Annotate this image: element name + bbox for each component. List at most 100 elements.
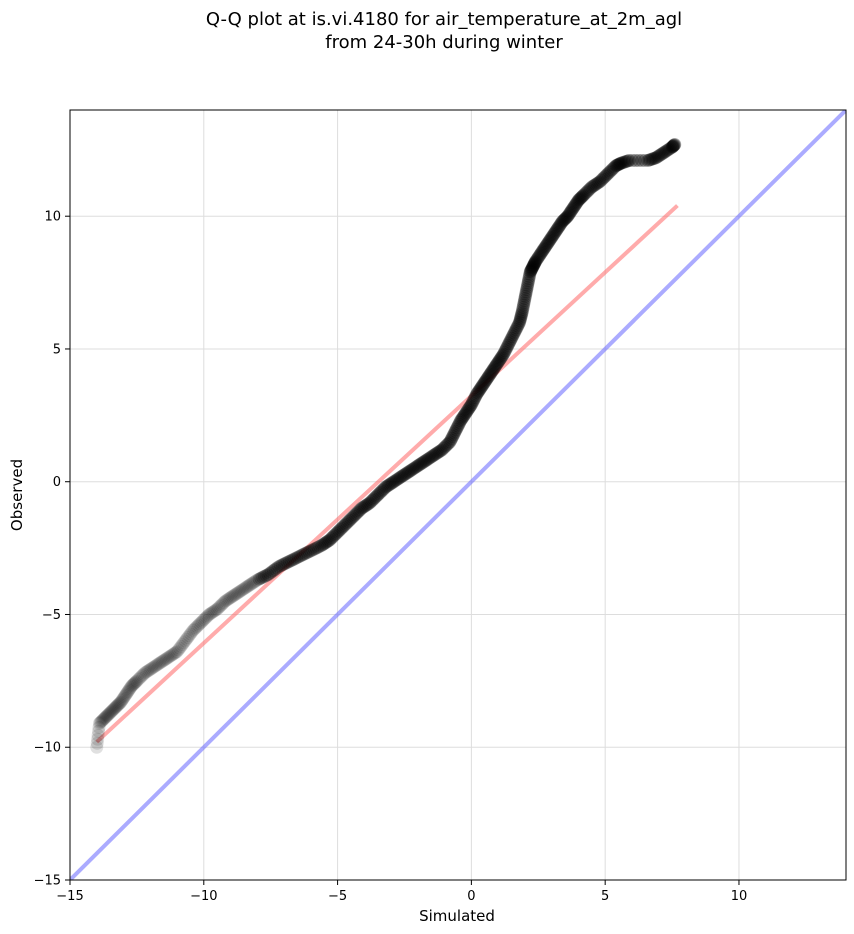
quantile-point (543, 233, 557, 247)
quantile-point (319, 536, 333, 550)
quantile-point (514, 308, 528, 322)
quantile-point (117, 691, 131, 705)
quantile-point (177, 636, 191, 650)
quantile-point (187, 622, 201, 636)
quantile-point (178, 634, 192, 648)
quantile-point (410, 460, 424, 474)
quantile-point (195, 614, 209, 628)
quantile-point (461, 403, 475, 417)
quantile-point (129, 675, 143, 689)
quantile-point (527, 258, 541, 272)
quantile-point (549, 224, 563, 238)
quantile-point (339, 517, 353, 531)
quantile-point (277, 557, 291, 571)
quantile-point (521, 274, 535, 288)
quantile-point (111, 698, 125, 712)
quantile-point (154, 655, 168, 669)
quantile-point (573, 192, 587, 206)
quantile-point (567, 200, 581, 214)
quantile-point (587, 178, 601, 192)
quantile-point (169, 646, 183, 660)
grid-lines (69, 110, 846, 881)
quantile-point (135, 669, 149, 683)
quantile-point (534, 246, 548, 260)
quantile-point (512, 317, 526, 331)
x-tick-label: 5 (601, 889, 609, 904)
quantile-point (576, 189, 590, 203)
quantile-point (455, 412, 469, 426)
quantile-point (620, 154, 634, 168)
quantile-point (242, 578, 256, 592)
quantile-point (420, 453, 434, 467)
y-tick-label: 10 (44, 210, 61, 225)
quantile-point (487, 362, 501, 376)
quantile-point (612, 157, 626, 171)
quantile-point (138, 666, 152, 680)
quantile-point (654, 147, 668, 161)
quantile-point (226, 589, 240, 603)
x-tick-label: 0 (467, 889, 475, 904)
quantile-point (238, 581, 252, 595)
fit-line (95, 204, 679, 744)
quantile-point (602, 165, 616, 179)
quantile-point (341, 515, 355, 529)
quantile-point (155, 654, 169, 668)
quantile-point (191, 618, 205, 632)
quantile-point (519, 287, 533, 301)
quantile-point (90, 736, 104, 750)
quantile-point (414, 457, 428, 471)
quantile-point (205, 606, 219, 620)
quantile-point (464, 398, 478, 412)
quantile-point (497, 346, 511, 360)
quantile-point (237, 582, 251, 596)
quantile-point (252, 572, 266, 586)
quantile-point (479, 374, 493, 388)
quantile-point (216, 597, 230, 611)
quantile-point (325, 530, 339, 544)
quantile-point (480, 373, 494, 386)
quantile-point (513, 314, 527, 328)
quantile-point (451, 419, 465, 433)
quantile-point (561, 209, 575, 223)
quantile-point (529, 253, 543, 267)
quantile-point (465, 396, 479, 410)
quantile-point (233, 584, 247, 598)
quantile-point (558, 212, 572, 226)
quantile-point (574, 191, 588, 205)
quantile-point (608, 160, 622, 174)
quantile-point (613, 157, 627, 171)
quantile-point (348, 508, 362, 522)
quantile-point (467, 392, 481, 406)
quantile-point (406, 462, 420, 476)
quantile-point (375, 484, 389, 498)
quantile-point (149, 659, 163, 673)
quantile-point (222, 592, 236, 606)
quantile-point (648, 151, 662, 165)
quantile-point (391, 472, 405, 486)
quantile-point (527, 257, 541, 271)
quantile-point (460, 404, 474, 418)
quantile-point (668, 138, 682, 152)
quantile-point (353, 503, 367, 517)
quantile-point (230, 586, 244, 600)
quantile-point (522, 272, 536, 286)
quantile-point (256, 570, 270, 584)
quantile-point (499, 342, 513, 356)
plot-frame (69, 109, 847, 881)
quantile-point (125, 679, 139, 693)
quantile-point (218, 594, 232, 608)
quantile-point (297, 547, 311, 561)
quantile-point (551, 221, 565, 235)
quantile-point (194, 615, 208, 629)
quantile-point (457, 408, 471, 422)
quantile-point (284, 553, 298, 567)
quantile-point (124, 681, 138, 694)
quantile-point (485, 365, 499, 379)
quantile-point (331, 525, 345, 539)
quantile-point (161, 651, 175, 665)
quantile-point (550, 222, 564, 236)
quantile-point (268, 562, 282, 576)
quantile-point (120, 686, 134, 700)
quantile-point (298, 546, 312, 560)
quantile-point (505, 331, 519, 345)
